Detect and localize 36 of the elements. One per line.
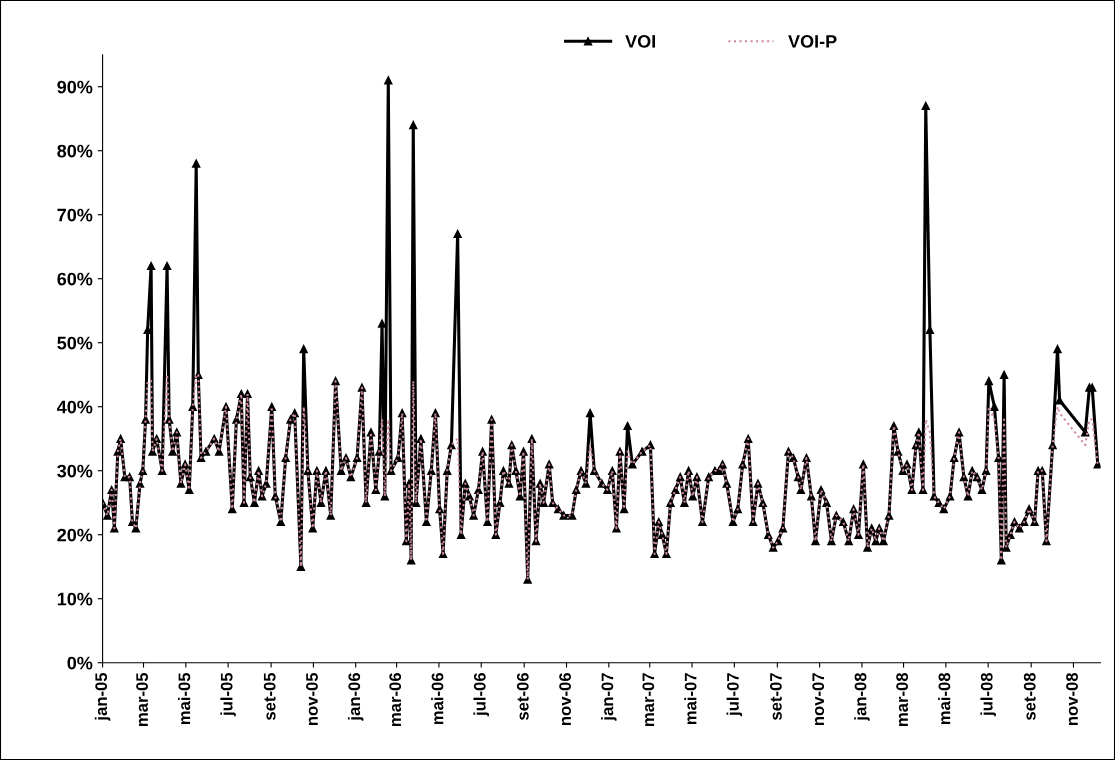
x-tick-label: nov-08 bbox=[1066, 672, 1078, 726]
x-tick-label: jan-07 bbox=[601, 673, 617, 721]
legend-label: VOI bbox=[625, 34, 655, 48]
x-tick-label: nov-05 bbox=[306, 672, 318, 726]
y-tick-label: 80% bbox=[57, 144, 93, 158]
y-tick-label: 0% bbox=[67, 656, 93, 670]
x-tick-label: set-06 bbox=[516, 673, 529, 721]
x-tick-label: mai-06 bbox=[431, 673, 444, 725]
x-tick-label: mar-08 bbox=[896, 672, 909, 726]
y-tick-label: 70% bbox=[57, 208, 93, 222]
y-tick-label: 50% bbox=[57, 336, 93, 350]
x-tick-label: mar-07 bbox=[642, 673, 655, 726]
x-tick-label: mai-05 bbox=[178, 672, 191, 725]
x-tick-label: jul-07 bbox=[726, 673, 743, 717]
x-tick-label: set-08 bbox=[1023, 672, 1036, 721]
legend-label: VOI-P bbox=[788, 34, 837, 48]
y-tick-label: 30% bbox=[57, 464, 93, 478]
x-tick-label: jan-06 bbox=[347, 673, 364, 721]
x-tick-label: jul-06 bbox=[473, 673, 489, 717]
y-tick-label: 20% bbox=[57, 528, 93, 542]
x-tick-label: mai-07 bbox=[684, 673, 697, 725]
x-tick-label: jul-05 bbox=[220, 672, 236, 717]
x-tick-label: mar-05 bbox=[136, 672, 148, 726]
x-tick-label: jan-05 bbox=[94, 672, 111, 721]
x-tick-label: set-05 bbox=[263, 672, 276, 721]
y-tick-label: 60% bbox=[57, 272, 93, 286]
x-tick-label: nov-06 bbox=[559, 673, 571, 726]
y-tick-label: 10% bbox=[57, 592, 93, 606]
x-tick-label: mar-06 bbox=[389, 673, 402, 726]
x-tick-label: nov-07 bbox=[812, 673, 825, 726]
x-tick-label: jan-08 bbox=[854, 672, 870, 721]
x-tick-label: jul-08 bbox=[980, 672, 996, 717]
y-tick-label: 90% bbox=[57, 80, 93, 94]
y-tick-label: 40% bbox=[56, 400, 93, 414]
x-tick-label: set-07 bbox=[770, 673, 782, 721]
x-tick-label: mai-08 bbox=[938, 672, 951, 725]
